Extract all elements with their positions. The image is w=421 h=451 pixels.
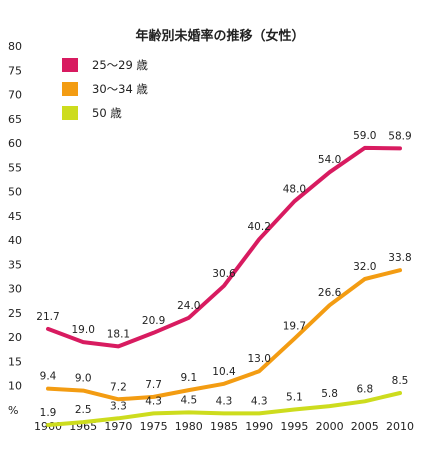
- y-tick-label: 75: [8, 64, 22, 77]
- data-label: 7.2: [110, 381, 127, 393]
- data-label: 58.9: [388, 130, 411, 142]
- y-tick-label: 20: [8, 331, 22, 344]
- data-label: 3.3: [110, 400, 127, 412]
- y-tick-label: 25: [8, 307, 22, 320]
- y-tick-label: 40: [8, 234, 22, 247]
- y-tick-label: 15: [8, 355, 22, 368]
- chart-title: 年齢別未婚率の推移（女性）: [135, 28, 304, 44]
- legend-label: 25〜29 歳: [92, 58, 148, 72]
- y-tick-label: 45: [8, 210, 22, 223]
- data-label: 21.7: [36, 311, 59, 323]
- x-tick-label: 2010: [386, 420, 414, 433]
- y-tick-label: 50: [8, 186, 22, 199]
- series-layer: [46, 145, 402, 427]
- data-label: 1.9: [40, 407, 57, 419]
- x-axis: 1960 1965 1970 1975 1980 1985 1990 1995 2000 2005…: [34, 420, 414, 433]
- legend-swatch: [62, 82, 78, 96]
- data-label: 5.1: [286, 392, 303, 404]
- data-label: 13.0: [248, 353, 271, 365]
- x-tick-label: 1985: [210, 420, 238, 433]
- data-label: 20.9: [142, 315, 165, 327]
- legend-swatch: [62, 58, 78, 72]
- data-label: 40.2: [248, 221, 271, 233]
- legend: 25〜29 歳 30〜34 歳 50 歳: [62, 58, 148, 120]
- data-label: 26.6: [318, 287, 342, 299]
- legend-label: 30〜34 歳: [92, 82, 148, 96]
- data-label: 4.3: [216, 395, 233, 407]
- data-label: 30.6: [212, 268, 236, 280]
- x-tick-label: 1970: [104, 420, 132, 433]
- data-label: 19.7: [283, 321, 306, 333]
- data-label: 8.5: [392, 375, 409, 387]
- x-tick-label: 2000: [316, 420, 344, 433]
- y-tick-label: %: [8, 404, 18, 417]
- data-label: 33.8: [388, 252, 411, 264]
- x-tick-label: 2005: [351, 420, 379, 433]
- y-tick-label: 30: [8, 283, 22, 296]
- x-tick-label: 1975: [140, 420, 168, 433]
- data-label: 7.7: [145, 379, 162, 391]
- data-label: 9.4: [40, 371, 57, 383]
- y-tick-label: 65: [8, 113, 22, 126]
- y-tick-label: 70: [8, 89, 22, 102]
- data-label: 5.8: [321, 388, 338, 400]
- data-labels: 21.7 19.0 18.1 20.9 24.0 30.6 40.2 48.0 54.0 59.0…: [36, 130, 411, 419]
- series-line-3: [46, 391, 402, 427]
- data-label: 54.0: [318, 154, 341, 166]
- data-label: 4.3: [251, 395, 268, 407]
- data-label: 10.4: [212, 366, 236, 378]
- data-label: 32.0: [353, 261, 376, 273]
- data-label: 9.1: [180, 372, 197, 384]
- data-label: 4.3: [145, 395, 162, 407]
- y-tick-label: 80: [8, 40, 22, 53]
- data-label: 24.0: [177, 300, 200, 312]
- data-label: 19.0: [72, 324, 95, 336]
- x-tick-label: 1990: [245, 420, 273, 433]
- x-tick-label: 1980: [175, 420, 203, 433]
- x-tick-label: 1995: [280, 420, 308, 433]
- data-label: 9.0: [75, 373, 92, 385]
- data-label: 2.5: [75, 404, 92, 416]
- data-label: 18.1: [107, 328, 130, 340]
- legend-label: 50 歳: [92, 106, 122, 120]
- y-tick-label: 10: [8, 380, 22, 393]
- data-label: 4.5: [180, 394, 197, 406]
- data-label: 48.0: [283, 183, 306, 195]
- series-line-1: [46, 145, 402, 349]
- series-line-2: [46, 268, 402, 402]
- y-tick-label: 55: [8, 161, 22, 174]
- data-label: 6.8: [356, 383, 373, 395]
- legend-swatch: [62, 106, 78, 120]
- y-tick-label: 35: [8, 258, 22, 271]
- y-axis: 80 75 70 65 60 55 50 45 40 35 30 25 20 15 10%: [8, 40, 22, 417]
- data-label: 59.0: [353, 130, 376, 142]
- y-tick-label: 60: [8, 137, 22, 150]
